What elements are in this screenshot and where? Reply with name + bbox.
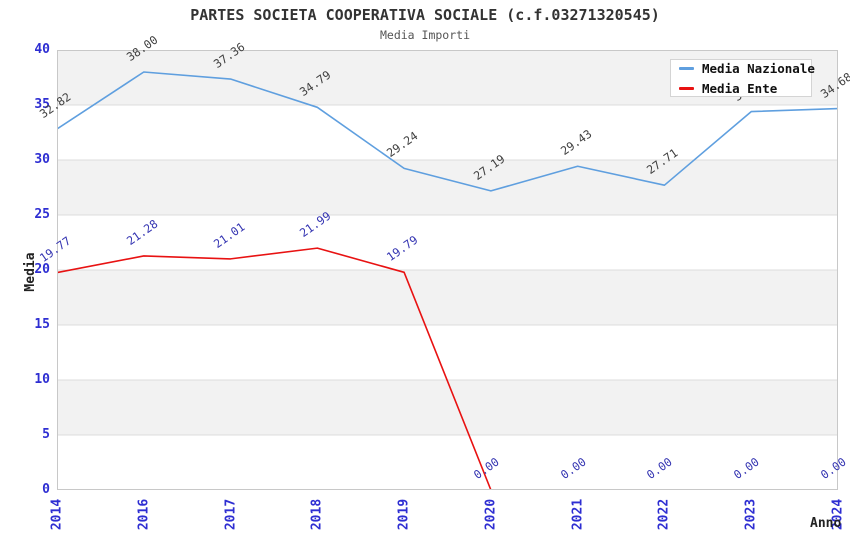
legend: Media Nazionale Media Ente (670, 59, 815, 97)
plot-band (57, 270, 838, 325)
legend-label: Media Ente (702, 80, 778, 96)
x-tick-label: 2018 (309, 498, 325, 531)
x-tick-label: 2020 (483, 498, 499, 531)
x-tick-label: 2022 (656, 498, 672, 531)
y-tick-label: 35 (34, 97, 50, 112)
x-tick-label: 2016 (136, 498, 152, 531)
y-tick-label: 20 (34, 262, 50, 277)
x-axis-title: Anno (810, 516, 842, 531)
x-tick-label: 2014 (49, 498, 65, 531)
plot-area (57, 50, 838, 490)
y-tick-label: 15 (34, 317, 50, 332)
series-line (57, 247, 838, 490)
x-tick-label: 2017 (223, 498, 239, 531)
legend-line-icon (679, 66, 694, 70)
y-tick-label: 25 (34, 207, 50, 222)
x-tick-label: 2023 (743, 498, 759, 531)
y-tick-label: 10 (34, 372, 50, 387)
y-tick-label: 30 (34, 152, 50, 167)
x-tick-label: 2019 (396, 498, 412, 531)
legend-item: Media Ente (679, 81, 803, 96)
plot-band (57, 160, 838, 215)
legend-item: Media Nazionale (679, 61, 815, 76)
chart-subtitle: Media Importi (379, 28, 470, 42)
y-tick-label: 40 (34, 42, 50, 57)
plot-band (57, 380, 838, 435)
chart-title: PARTES SOCIETA COOPERATIVA SOCIALE (c.f.… (190, 6, 660, 24)
series-line (57, 71, 838, 192)
y-tick-label: 5 (42, 427, 50, 442)
x-tick-label: 2021 (570, 498, 586, 531)
y-tick-label: 0 (42, 482, 50, 497)
legend-line-icon (679, 86, 694, 90)
plot-border (57, 50, 838, 490)
legend-label: Media Nazionale (702, 60, 815, 76)
